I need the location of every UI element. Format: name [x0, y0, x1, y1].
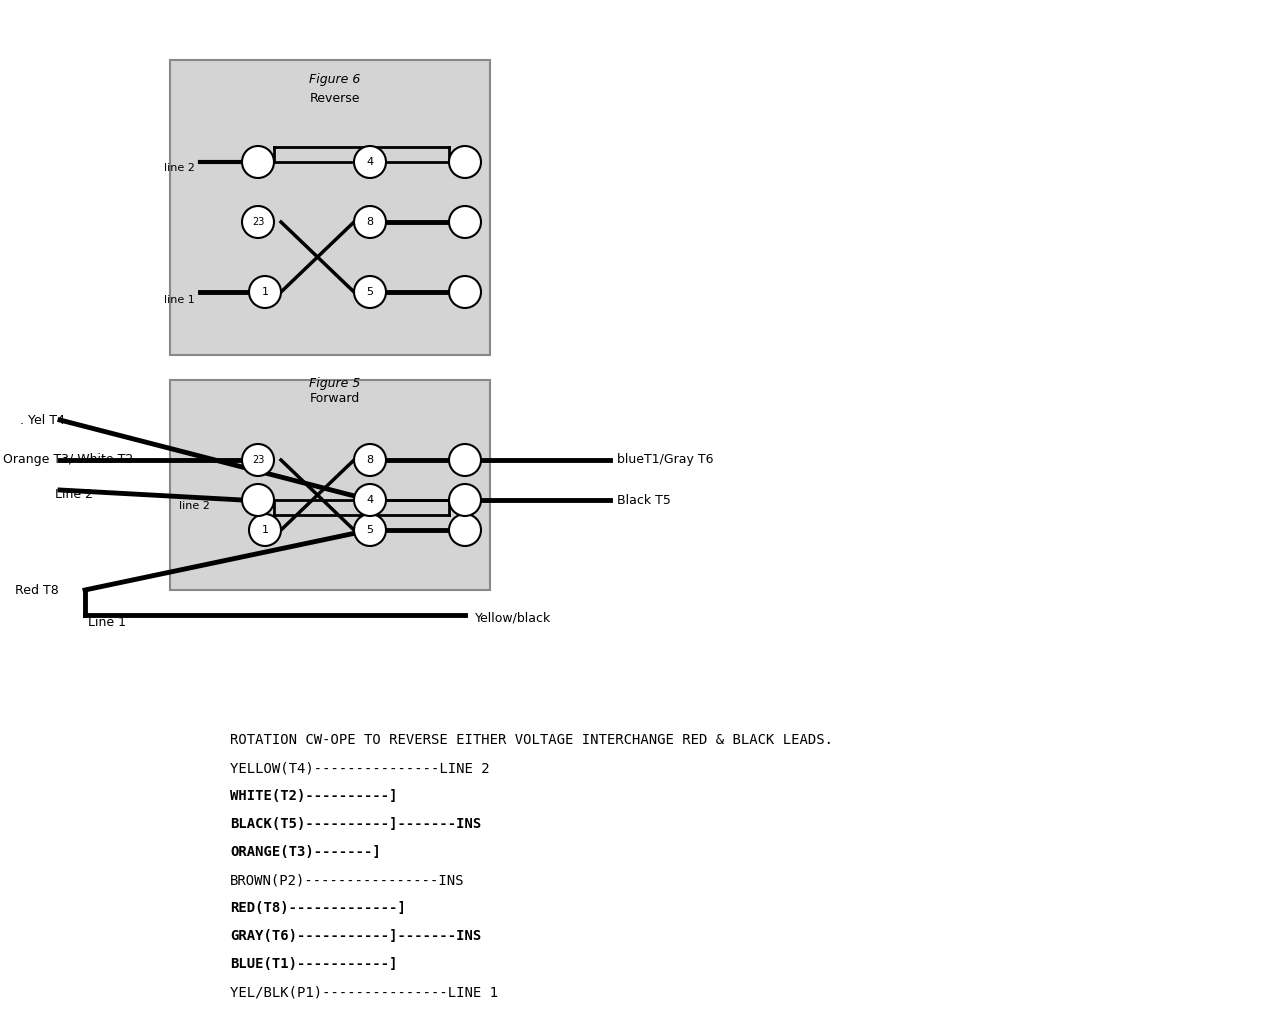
Text: BLACK(T5)----------]-------INS: BLACK(T5)----------]-------INS	[230, 817, 481, 831]
Text: 1: 1	[261, 525, 269, 535]
Circle shape	[242, 484, 274, 516]
Circle shape	[242, 146, 274, 178]
Text: Figure 6: Figure 6	[310, 74, 361, 86]
Text: line 1: line 1	[164, 295, 195, 305]
Text: ROTATION CW-OPE TO REVERSE EITHER VOLTAGE INTERCHANGE RED & BLACK LEADS.: ROTATION CW-OPE TO REVERSE EITHER VOLTAG…	[230, 733, 833, 746]
Circle shape	[449, 206, 481, 238]
Text: YELLOW(T4)---------------LINE 2: YELLOW(T4)---------------LINE 2	[230, 761, 490, 775]
Text: 23: 23	[252, 217, 264, 227]
Text: line 2: line 2	[164, 163, 195, 173]
Text: Black T5: Black T5	[617, 494, 671, 507]
Circle shape	[355, 206, 387, 238]
Text: BROWN(P2)----------------INS: BROWN(P2)----------------INS	[230, 873, 465, 887]
Text: 4: 4	[366, 495, 374, 505]
Text: 8: 8	[366, 455, 374, 465]
Circle shape	[449, 276, 481, 308]
Text: 8: 8	[366, 217, 374, 227]
Text: . Yel T4: . Yel T4	[20, 414, 65, 427]
Text: Figure 5: Figure 5	[310, 377, 361, 389]
Circle shape	[449, 484, 481, 516]
Text: ORANGE(T3)-------]: ORANGE(T3)-------]	[230, 845, 380, 859]
Circle shape	[355, 146, 387, 178]
Text: 5: 5	[366, 287, 374, 297]
Text: Line 1: Line 1	[88, 615, 125, 629]
Circle shape	[242, 444, 274, 476]
Text: 23: 23	[252, 455, 264, 465]
Text: YEL/BLK(P1)---------------LINE 1: YEL/BLK(P1)---------------LINE 1	[230, 985, 498, 999]
Circle shape	[449, 146, 481, 178]
Bar	[170, 60, 490, 355]
Text: GRAY(T6)-----------]-------INS: GRAY(T6)-----------]-------INS	[230, 929, 481, 943]
Circle shape	[449, 444, 481, 476]
Text: line 2: line 2	[179, 501, 210, 511]
Bar	[170, 380, 490, 590]
Circle shape	[250, 514, 282, 546]
Circle shape	[250, 276, 282, 308]
Text: Orange T3/ White T2: Orange T3/ White T2	[3, 454, 133, 467]
Text: blueT1/Gray T6: blueT1/Gray T6	[617, 454, 713, 467]
Text: Yellow/black: Yellow/black	[475, 611, 552, 625]
Circle shape	[355, 484, 387, 516]
Text: Forward: Forward	[310, 391, 360, 404]
Text: Line 2: Line 2	[55, 488, 93, 502]
Circle shape	[242, 206, 274, 238]
Text: Reverse: Reverse	[310, 91, 360, 104]
Text: BLUE(T1)-----------]: BLUE(T1)-----------]	[230, 957, 398, 971]
Text: 1: 1	[261, 287, 269, 297]
Text: 4: 4	[366, 157, 374, 167]
Circle shape	[449, 514, 481, 546]
Text: RED(T8)-------------]: RED(T8)-------------]	[230, 901, 406, 915]
Text: WHITE(T2)----------]: WHITE(T2)----------]	[230, 790, 398, 803]
Text: Red T8: Red T8	[15, 584, 59, 597]
Text: 5: 5	[366, 525, 374, 535]
Circle shape	[355, 276, 387, 308]
Circle shape	[355, 514, 387, 546]
Circle shape	[355, 444, 387, 476]
